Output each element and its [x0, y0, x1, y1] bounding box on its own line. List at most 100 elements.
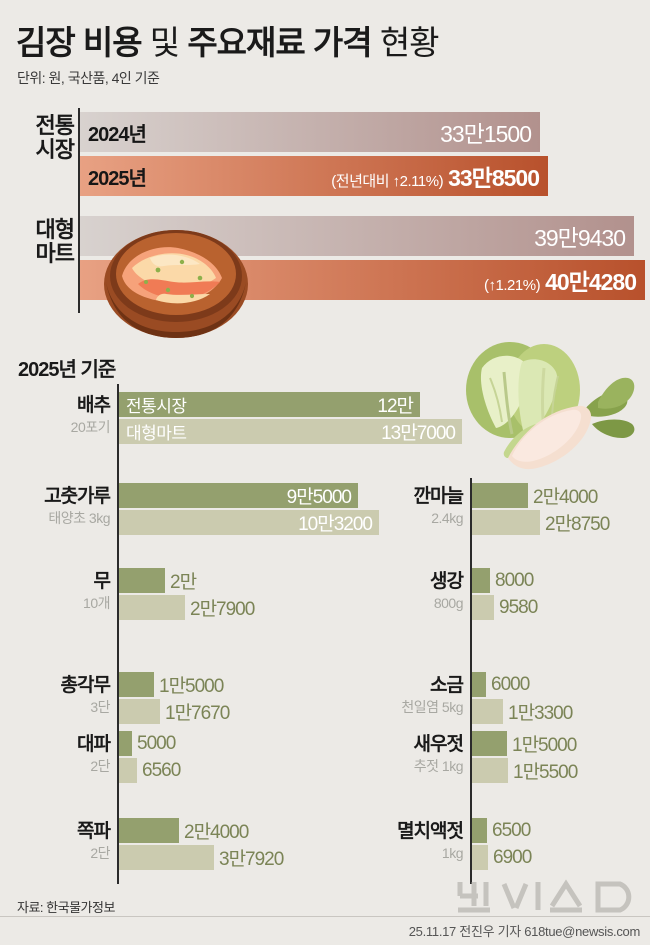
group-label-traditional: 전통 시장 [35, 113, 75, 162]
ingredient-name: 소금 [430, 675, 464, 696]
value-배추-traditional: 12만 [377, 396, 414, 417]
ingredient-unit: 천일염 5kg [401, 699, 463, 715]
value-group: 39만9430 [534, 219, 626, 253]
bar-배추-traditional: 전통시장 12만 [119, 392, 420, 417]
bar-고춧가루-traditional: 9만5000 [119, 483, 358, 508]
ingredient-unit: 3단 [90, 699, 110, 715]
value-멸치액젓-traditional: 6500 [492, 819, 531, 841]
section-title-2025: 2025년 기준 [18, 359, 116, 381]
amount-traditional-2024: 33만1500 [440, 121, 532, 147]
ingredient-unit: 태양초 3kg [48, 510, 110, 526]
amount-traditional-2025: 33만8500 [448, 165, 540, 191]
bar-총각무-mart: 1만7670 [119, 699, 230, 724]
page-subtitle: 단위: 원, 국산품, 4인 기준 [17, 70, 160, 86]
value-생강-mart: 9580 [499, 596, 538, 618]
bar-멸치액젓-traditional: 6500 [472, 818, 531, 843]
bar-쪽파-traditional: 2만4000 [119, 818, 249, 843]
value-무-mart: 2만7900 [190, 599, 255, 620]
ingredient-name: 고춧가루 [44, 486, 111, 507]
bar-총각무-traditional: 1만5000 [119, 672, 224, 697]
value-쪽파-mart: 3만7920 [219, 849, 284, 870]
bar-대파-mart: 6560 [119, 758, 181, 783]
value-새우젓-traditional: 1만5000 [512, 735, 577, 756]
amount-mart-2025: 40만4280 [545, 269, 637, 295]
group-label-mart: 대형 마트 [35, 217, 75, 266]
page-title: 김장 비용 및 주요재료 가격 현황 [16, 16, 440, 64]
bar-깐마늘-traditional: 2만4000 [472, 483, 598, 508]
newsis-logo [457, 879, 632, 913]
ingredient-name: 총각무 [60, 675, 111, 696]
value-group: 33만1500 [440, 115, 532, 149]
ingredient-unit: 10개 [83, 595, 110, 611]
year-label-2024: 2024년 [88, 123, 147, 146]
bar-쪽파-mart: 3만7920 [119, 845, 284, 870]
ingredient-unit: 20포기 [70, 419, 111, 435]
value-고춧가루-mart: 10만3200 [298, 514, 373, 535]
byline: 25.11.17 전진우 기자 618tue@newsis.com [408, 924, 641, 939]
ingredient-name: 대파 [77, 734, 111, 755]
kimchi-bowl-icon [104, 230, 248, 338]
value-배추-mart: 13만7000 [381, 423, 456, 444]
value-소금-mart: 1만3300 [508, 703, 573, 724]
total-bar-traditional-2025: 2025년 (전년대비 ↑2.11%) 33만8500 [80, 156, 548, 196]
ingredient-unit: 2.4kg [431, 510, 463, 526]
value-group: (전년대비 ↑2.11%) 33만8500 [331, 159, 540, 193]
bar-새우젓-traditional: 1만5000 [472, 731, 577, 756]
legend-mart: 대형마트 [126, 424, 187, 443]
ingredient-name: 새우젓 [413, 734, 464, 755]
value-고춧가루-traditional: 9만5000 [286, 487, 352, 508]
chart-axis-line [78, 108, 80, 313]
left-axis-line [117, 384, 119, 884]
value-생강-traditional: 8000 [495, 569, 534, 591]
ingredient-name: 배추 [77, 395, 111, 416]
value-깐마늘-traditional: 2만4000 [533, 487, 598, 508]
right-axis-line [470, 478, 472, 884]
footer-divider [0, 916, 650, 917]
legend-traditional: 전통시장 [126, 397, 187, 416]
bar-무-traditional: 2만 [119, 568, 197, 593]
value-group: (↑1.21%) 40만4280 [484, 263, 637, 297]
ingredient-name: 멸치액젓 [397, 821, 464, 842]
ingredient-unit: 1kg [441, 845, 464, 861]
value-무-traditional: 2만 [170, 572, 197, 593]
ingredient-name: 무 [93, 571, 111, 592]
value-소금-traditional: 6000 [491, 673, 530, 695]
value-새우젓-mart: 1만5500 [513, 762, 578, 783]
total-bar-traditional-2024: 2024년 33만1500 [80, 112, 540, 152]
bar-새우젓-mart: 1만5500 [472, 758, 578, 783]
bar-소금-mart: 1만3300 [472, 699, 573, 724]
year-label-2025: 2025년 [88, 167, 147, 190]
ingredient-name: 생강 [430, 571, 464, 592]
value-쪽파-traditional: 2만4000 [184, 822, 249, 843]
change-pct-mart: (↑1.21%) [484, 277, 541, 294]
ingredient-unit: 추젓 1kg [413, 758, 464, 774]
value-대파-mart: 6560 [142, 759, 181, 781]
title-bold-1: 김장 비용 [16, 24, 143, 61]
title-light-2: 현황 [371, 24, 440, 61]
value-대파-traditional: 5000 [137, 732, 176, 754]
bar-배추-mart: 대형마트 13만7000 [119, 419, 462, 444]
bar-생강-mart: 9580 [472, 595, 538, 620]
change-pct-traditional: (전년대비 ↑2.11%) [331, 173, 444, 190]
bar-생강-traditional: 8000 [472, 568, 534, 593]
bar-고춧가루-mart: 10만3200 [119, 510, 379, 535]
ingredient-unit: 800g [433, 595, 464, 611]
value-멸치액젓-mart: 6900 [493, 846, 532, 868]
cabbage-radish-icon [466, 342, 635, 470]
value-총각무-mart: 1만7670 [165, 703, 230, 724]
bar-깐마늘-mart: 2만8750 [472, 510, 610, 535]
ingredient-name: 깐마늘 [413, 486, 464, 507]
bar-대파-traditional: 5000 [119, 731, 176, 756]
amount-mart-2024: 39만9430 [534, 225, 626, 251]
value-깐마늘-mart: 2만8750 [545, 514, 610, 535]
value-총각무-traditional: 1만5000 [159, 676, 224, 697]
title-light-1: 및 [141, 24, 188, 61]
bar-무-mart: 2만7900 [119, 595, 255, 620]
ingredient-unit: 2단 [90, 845, 110, 861]
bar-소금-traditional: 6000 [472, 672, 530, 697]
ingredient-name: 쪽파 [77, 821, 111, 842]
title-bold-2: 주요재료 가격 [187, 24, 372, 61]
source-note: 자료: 한국물가정보 [17, 900, 115, 915]
ingredient-unit: 2단 [90, 758, 110, 774]
